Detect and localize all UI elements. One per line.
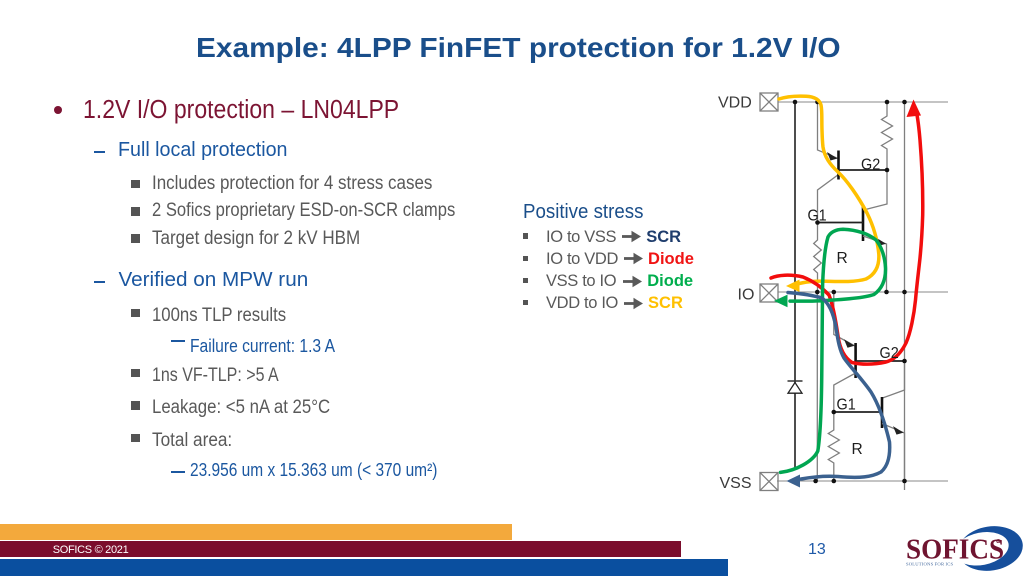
svg-text:IO: IO xyxy=(738,287,755,304)
svg-text:G2: G2 xyxy=(861,156,880,174)
svg-text:R: R xyxy=(852,441,863,458)
svg-text:SOFICS: SOFICS xyxy=(906,533,1004,564)
svg-text:R: R xyxy=(837,250,848,267)
svg-text:R: R xyxy=(997,540,999,543)
svg-text:G1: G1 xyxy=(837,396,856,414)
svg-text:SOLUTIONS FOR ICS: SOLUTIONS FOR ICS xyxy=(906,561,954,566)
svg-text:G2: G2 xyxy=(880,345,899,363)
svg-text:VDD: VDD xyxy=(718,95,752,112)
svg-text:G1: G1 xyxy=(808,207,827,225)
svg-text:VSS: VSS xyxy=(720,475,752,492)
